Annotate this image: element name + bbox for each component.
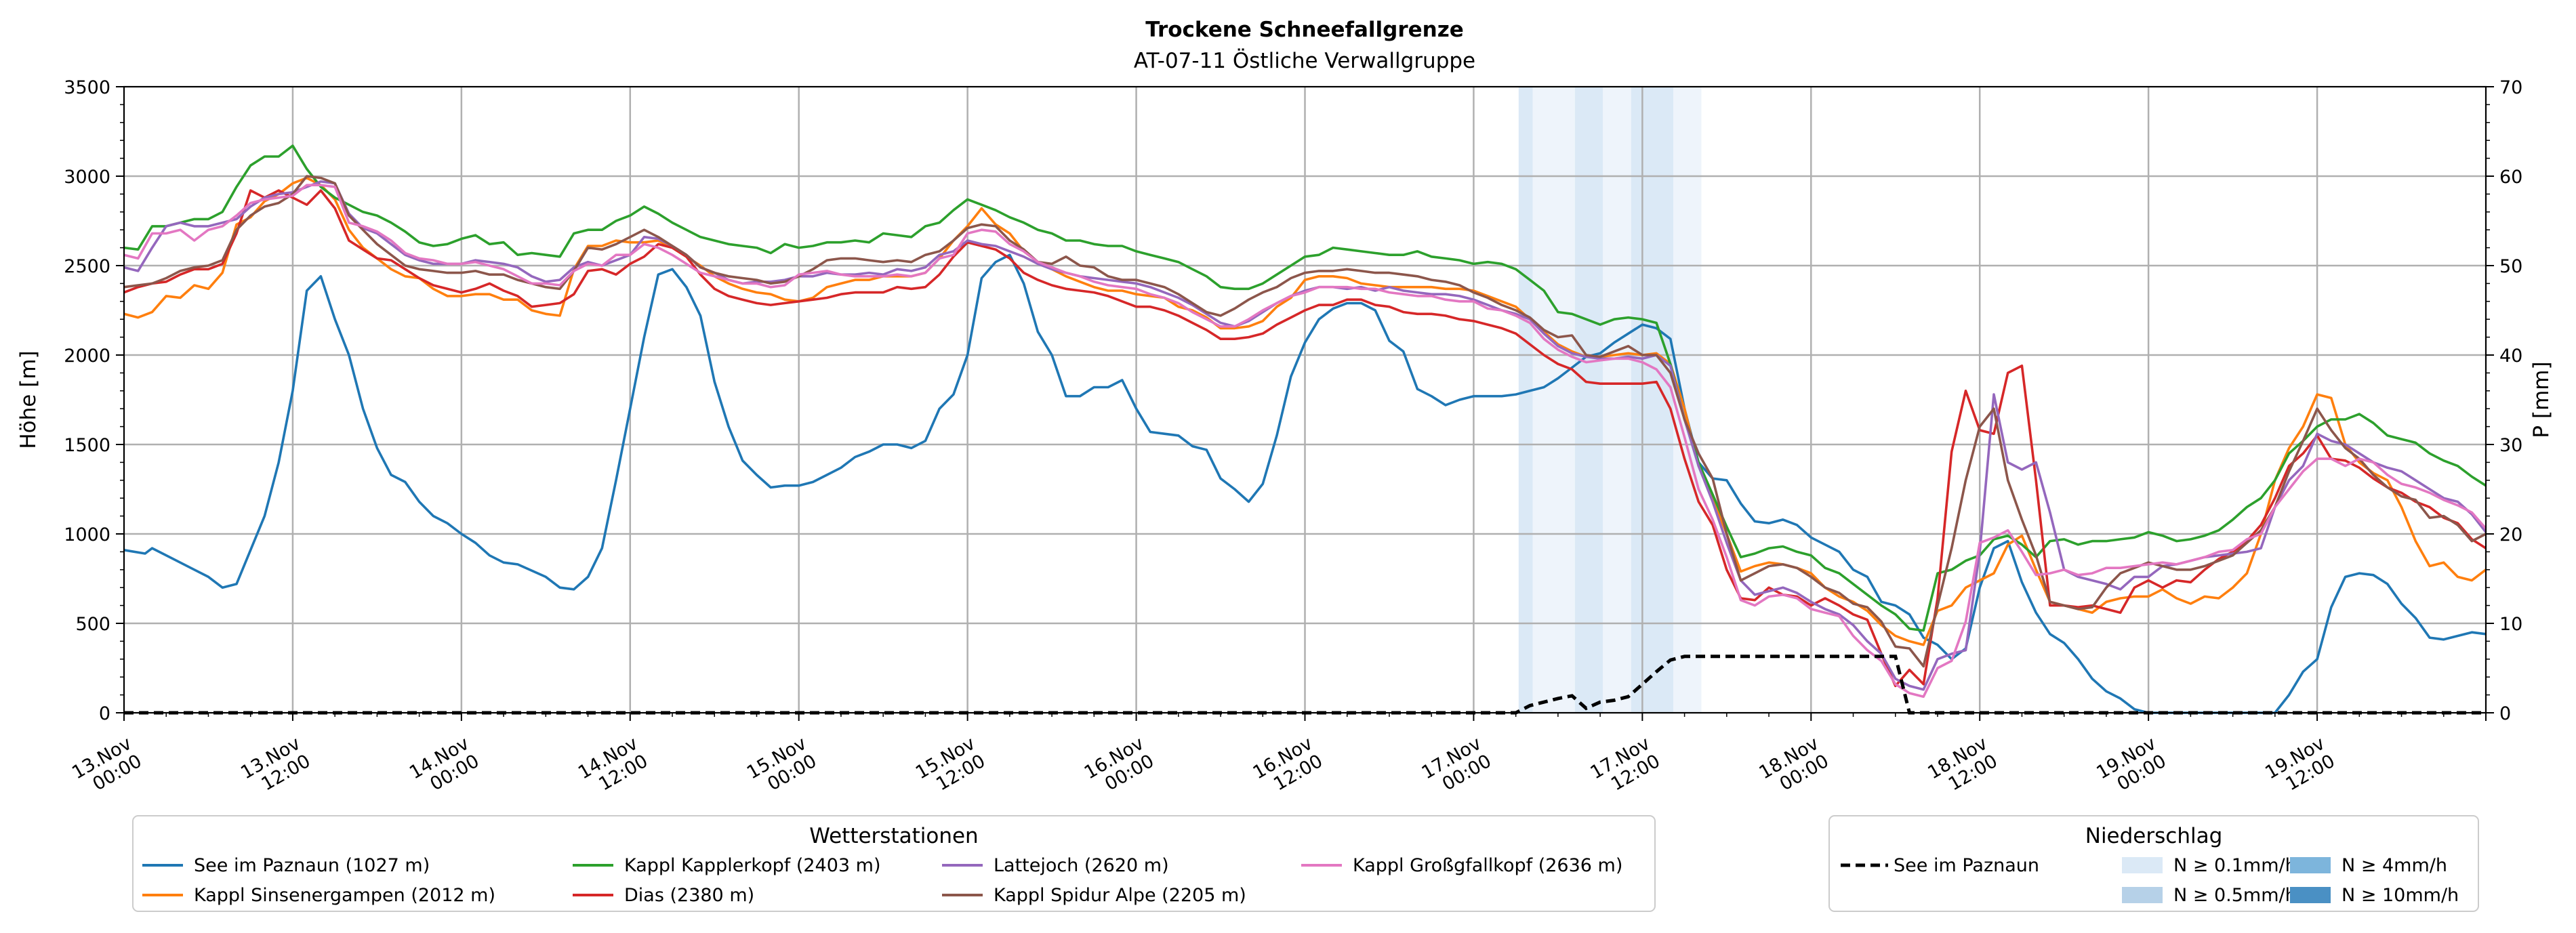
y-tick-label-right: 40	[2499, 346, 2522, 367]
legend-label-precip: N ≥ 0.1mm/h	[2173, 855, 2297, 876]
legend-label-precip: N ≥ 10mm/h	[2342, 885, 2459, 906]
y-tick-label-right: 0	[2499, 703, 2511, 724]
y-axis-left: 0 500 1000 1500 2000 2500 3000 3500	[64, 77, 124, 724]
precip-series-line	[124, 655, 2486, 715]
legend-patch-precip	[2122, 857, 2163, 873]
precipitation-bands	[1518, 87, 1702, 713]
legend-label-station: Kappl Kapplerkopf (2403 m)	[624, 855, 881, 876]
y-tick-label-left: 2000	[64, 346, 110, 367]
y-tick-label-left: 1500	[64, 435, 110, 456]
series-lines	[123, 144, 2487, 714]
precip-band-0	[1518, 87, 1533, 713]
y-axis-label-right: P [mm]	[2529, 361, 2554, 438]
series-line-4	[123, 180, 2487, 691]
chart-subtitle: AT-07-11 Östliche Verwallgruppe	[1134, 48, 1475, 73]
y-tick-label-left: 3000	[64, 167, 110, 188]
legend-label-precip: N ≥ 0.5mm/h	[2173, 885, 2297, 906]
series-line-1	[123, 176, 2487, 646]
y-axis-right: 0 10 20 30 40 50 60 70	[2486, 77, 2522, 724]
legend-label-station: Dias (2380 m)	[624, 885, 754, 906]
y-tick-label-left: 2500	[64, 256, 110, 277]
precip-band-2	[1574, 87, 1603, 713]
y-tick-label-left: 0	[99, 703, 110, 724]
grid-lines	[124, 87, 2486, 713]
legend-label-station: Kappl Sinsenergampen (2012 m)	[194, 885, 495, 906]
legend-precipitation: Niederschlag See im Paznaun N ≥ 0.1mm/h N…	[1828, 815, 2479, 912]
y-tick-label-right: 30	[2499, 435, 2522, 456]
precip-band-3	[1603, 87, 1631, 713]
y-tick-label-right: 20	[2499, 524, 2522, 545]
precip-band-1	[1532, 87, 1575, 713]
series-line-0	[123, 253, 2487, 714]
y-tick-label-left: 500	[75, 614, 110, 635]
y-tick-label-left: 1000	[64, 524, 110, 545]
legend-label-precip: N ≥ 4mm/h	[2342, 855, 2447, 876]
y-tick-label-right: 60	[2499, 167, 2522, 188]
y-tick-label-left: 3500	[64, 77, 110, 98]
y-tick-label-right: 50	[2499, 256, 2522, 277]
legend-patch-precip	[2290, 887, 2331, 903]
chart-title: Trockene Schneefallgrenze	[1145, 18, 1464, 42]
legend-patch-precip	[2122, 887, 2163, 903]
legend-label-station: Lattejoch (2620 m)	[994, 855, 1169, 876]
legend-stations-title: Wetterstationen	[809, 824, 978, 848]
legend-stations: Wetterstationen See im Paznaun (1027 m) K…	[132, 815, 1656, 912]
legend-patch-precip	[2290, 857, 2331, 873]
series-line-6	[123, 184, 2487, 698]
legend-label-station: Kappl Spidur Alpe (2205 m)	[994, 885, 1246, 906]
legend-precip-title: Niederschlag	[2085, 824, 2223, 848]
y-axis-label-left: Höhe [m]	[16, 350, 41, 449]
series-line-5	[123, 175, 2487, 668]
legend-precip-line-label: See im Paznaun	[1894, 855, 2039, 876]
precipitation-line	[124, 655, 2486, 715]
series-line-2	[123, 144, 2487, 632]
legend-label-station: See im Paznaun (1027 m)	[194, 855, 430, 876]
legend-label-station: Kappl Großgfallkopf (2636 m)	[1353, 855, 1622, 876]
y-tick-label-right: 10	[2499, 614, 2522, 635]
y-tick-label-right: 70	[2499, 77, 2522, 98]
